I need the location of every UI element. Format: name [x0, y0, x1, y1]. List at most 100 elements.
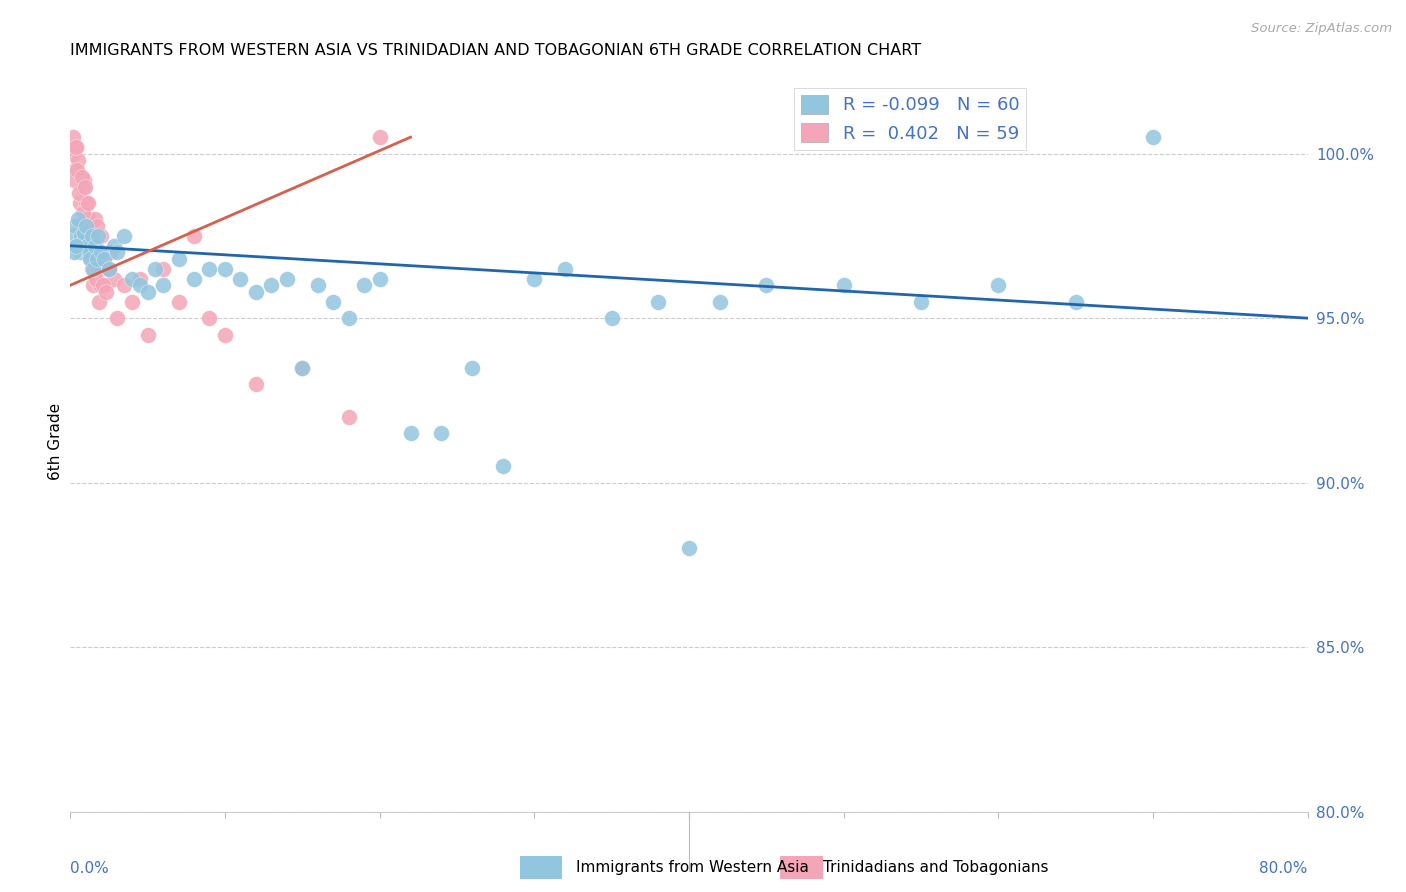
Point	[69, 219, 91, 233]
Point	[152, 278, 174, 293]
Point	[73, 179, 96, 194]
Point	[90, 245, 112, 260]
Point	[76, 239, 98, 253]
Y-axis label: 6th Grade: 6th Grade	[48, 403, 63, 480]
Point	[62, 146, 84, 161]
Point	[1064, 294, 1087, 309]
Point	[114, 228, 135, 243]
Point	[167, 252, 190, 266]
Point	[136, 327, 159, 342]
Point	[73, 173, 96, 187]
Point	[368, 271, 391, 285]
Point	[832, 278, 855, 293]
Point	[63, 173, 86, 187]
Point	[114, 278, 135, 293]
Point	[554, 261, 576, 276]
Point	[77, 196, 100, 211]
Point	[183, 271, 205, 285]
Point	[62, 228, 84, 243]
Point	[121, 271, 143, 285]
Point	[198, 311, 221, 326]
Text: Immigrants from Western Asia: Immigrants from Western Asia	[576, 860, 810, 874]
Point	[75, 196, 97, 211]
Point	[678, 541, 700, 556]
Point	[67, 153, 90, 168]
Point	[87, 294, 110, 309]
Point	[89, 278, 111, 293]
Point	[65, 140, 87, 154]
Point	[63, 219, 86, 233]
Point	[84, 239, 107, 253]
Point	[67, 212, 90, 227]
Point	[86, 252, 108, 266]
Point	[93, 252, 115, 266]
Point	[167, 294, 190, 309]
Point	[72, 235, 94, 250]
Point	[84, 212, 107, 227]
Point	[76, 228, 98, 243]
Point	[77, 212, 100, 227]
Point	[94, 285, 117, 299]
Point	[66, 163, 89, 178]
Point	[145, 261, 166, 276]
Point	[260, 278, 283, 293]
Point	[647, 294, 669, 309]
Point	[72, 206, 94, 220]
Point	[63, 245, 86, 260]
Point	[86, 219, 108, 233]
Point	[73, 226, 96, 240]
Point	[368, 130, 391, 145]
Point	[214, 327, 236, 342]
Point	[214, 261, 236, 276]
Point	[76, 239, 98, 253]
Point	[69, 196, 91, 211]
Point	[103, 239, 125, 253]
Point	[79, 228, 101, 243]
Point	[121, 294, 143, 309]
Point	[72, 179, 94, 194]
Text: 0.0%: 0.0%	[70, 861, 110, 876]
Text: 80.0%: 80.0%	[1260, 861, 1308, 876]
Point	[291, 360, 314, 375]
Point	[65, 140, 87, 154]
Point	[103, 271, 125, 285]
Point	[82, 228, 104, 243]
Point	[129, 271, 152, 285]
Point	[307, 278, 329, 293]
Point	[709, 294, 731, 309]
Point	[276, 271, 298, 285]
Point	[910, 294, 932, 309]
Text: IMMIGRANTS FROM WESTERN ASIA VS TRINIDADIAN AND TOBAGONIAN 6TH GRADE CORRELATION: IMMIGRANTS FROM WESTERN ASIA VS TRINIDAD…	[70, 43, 921, 58]
Point	[198, 261, 221, 276]
Point	[75, 219, 97, 233]
Point	[105, 311, 128, 326]
Point	[67, 186, 90, 200]
Point	[65, 239, 87, 253]
Text: Source: ZipAtlas.com: Source: ZipAtlas.com	[1251, 22, 1392, 36]
Point	[136, 285, 159, 299]
Point	[152, 261, 174, 276]
Point	[82, 261, 105, 276]
Point	[79, 252, 101, 266]
Point	[245, 376, 267, 391]
Point	[70, 228, 93, 243]
Point	[183, 228, 205, 243]
Point	[83, 239, 105, 253]
Point	[100, 245, 122, 260]
Point	[89, 252, 111, 266]
Point	[337, 311, 360, 326]
Point	[69, 245, 91, 260]
Point	[98, 261, 120, 276]
Point	[80, 261, 103, 276]
Point	[755, 278, 778, 293]
Point	[91, 278, 114, 293]
Point	[322, 294, 344, 309]
Point	[93, 278, 115, 293]
Point	[70, 228, 93, 243]
Point	[80, 252, 103, 266]
Point	[337, 409, 360, 424]
Point	[492, 459, 515, 474]
Point	[461, 360, 484, 375]
Point	[77, 245, 100, 260]
Point	[430, 426, 453, 441]
